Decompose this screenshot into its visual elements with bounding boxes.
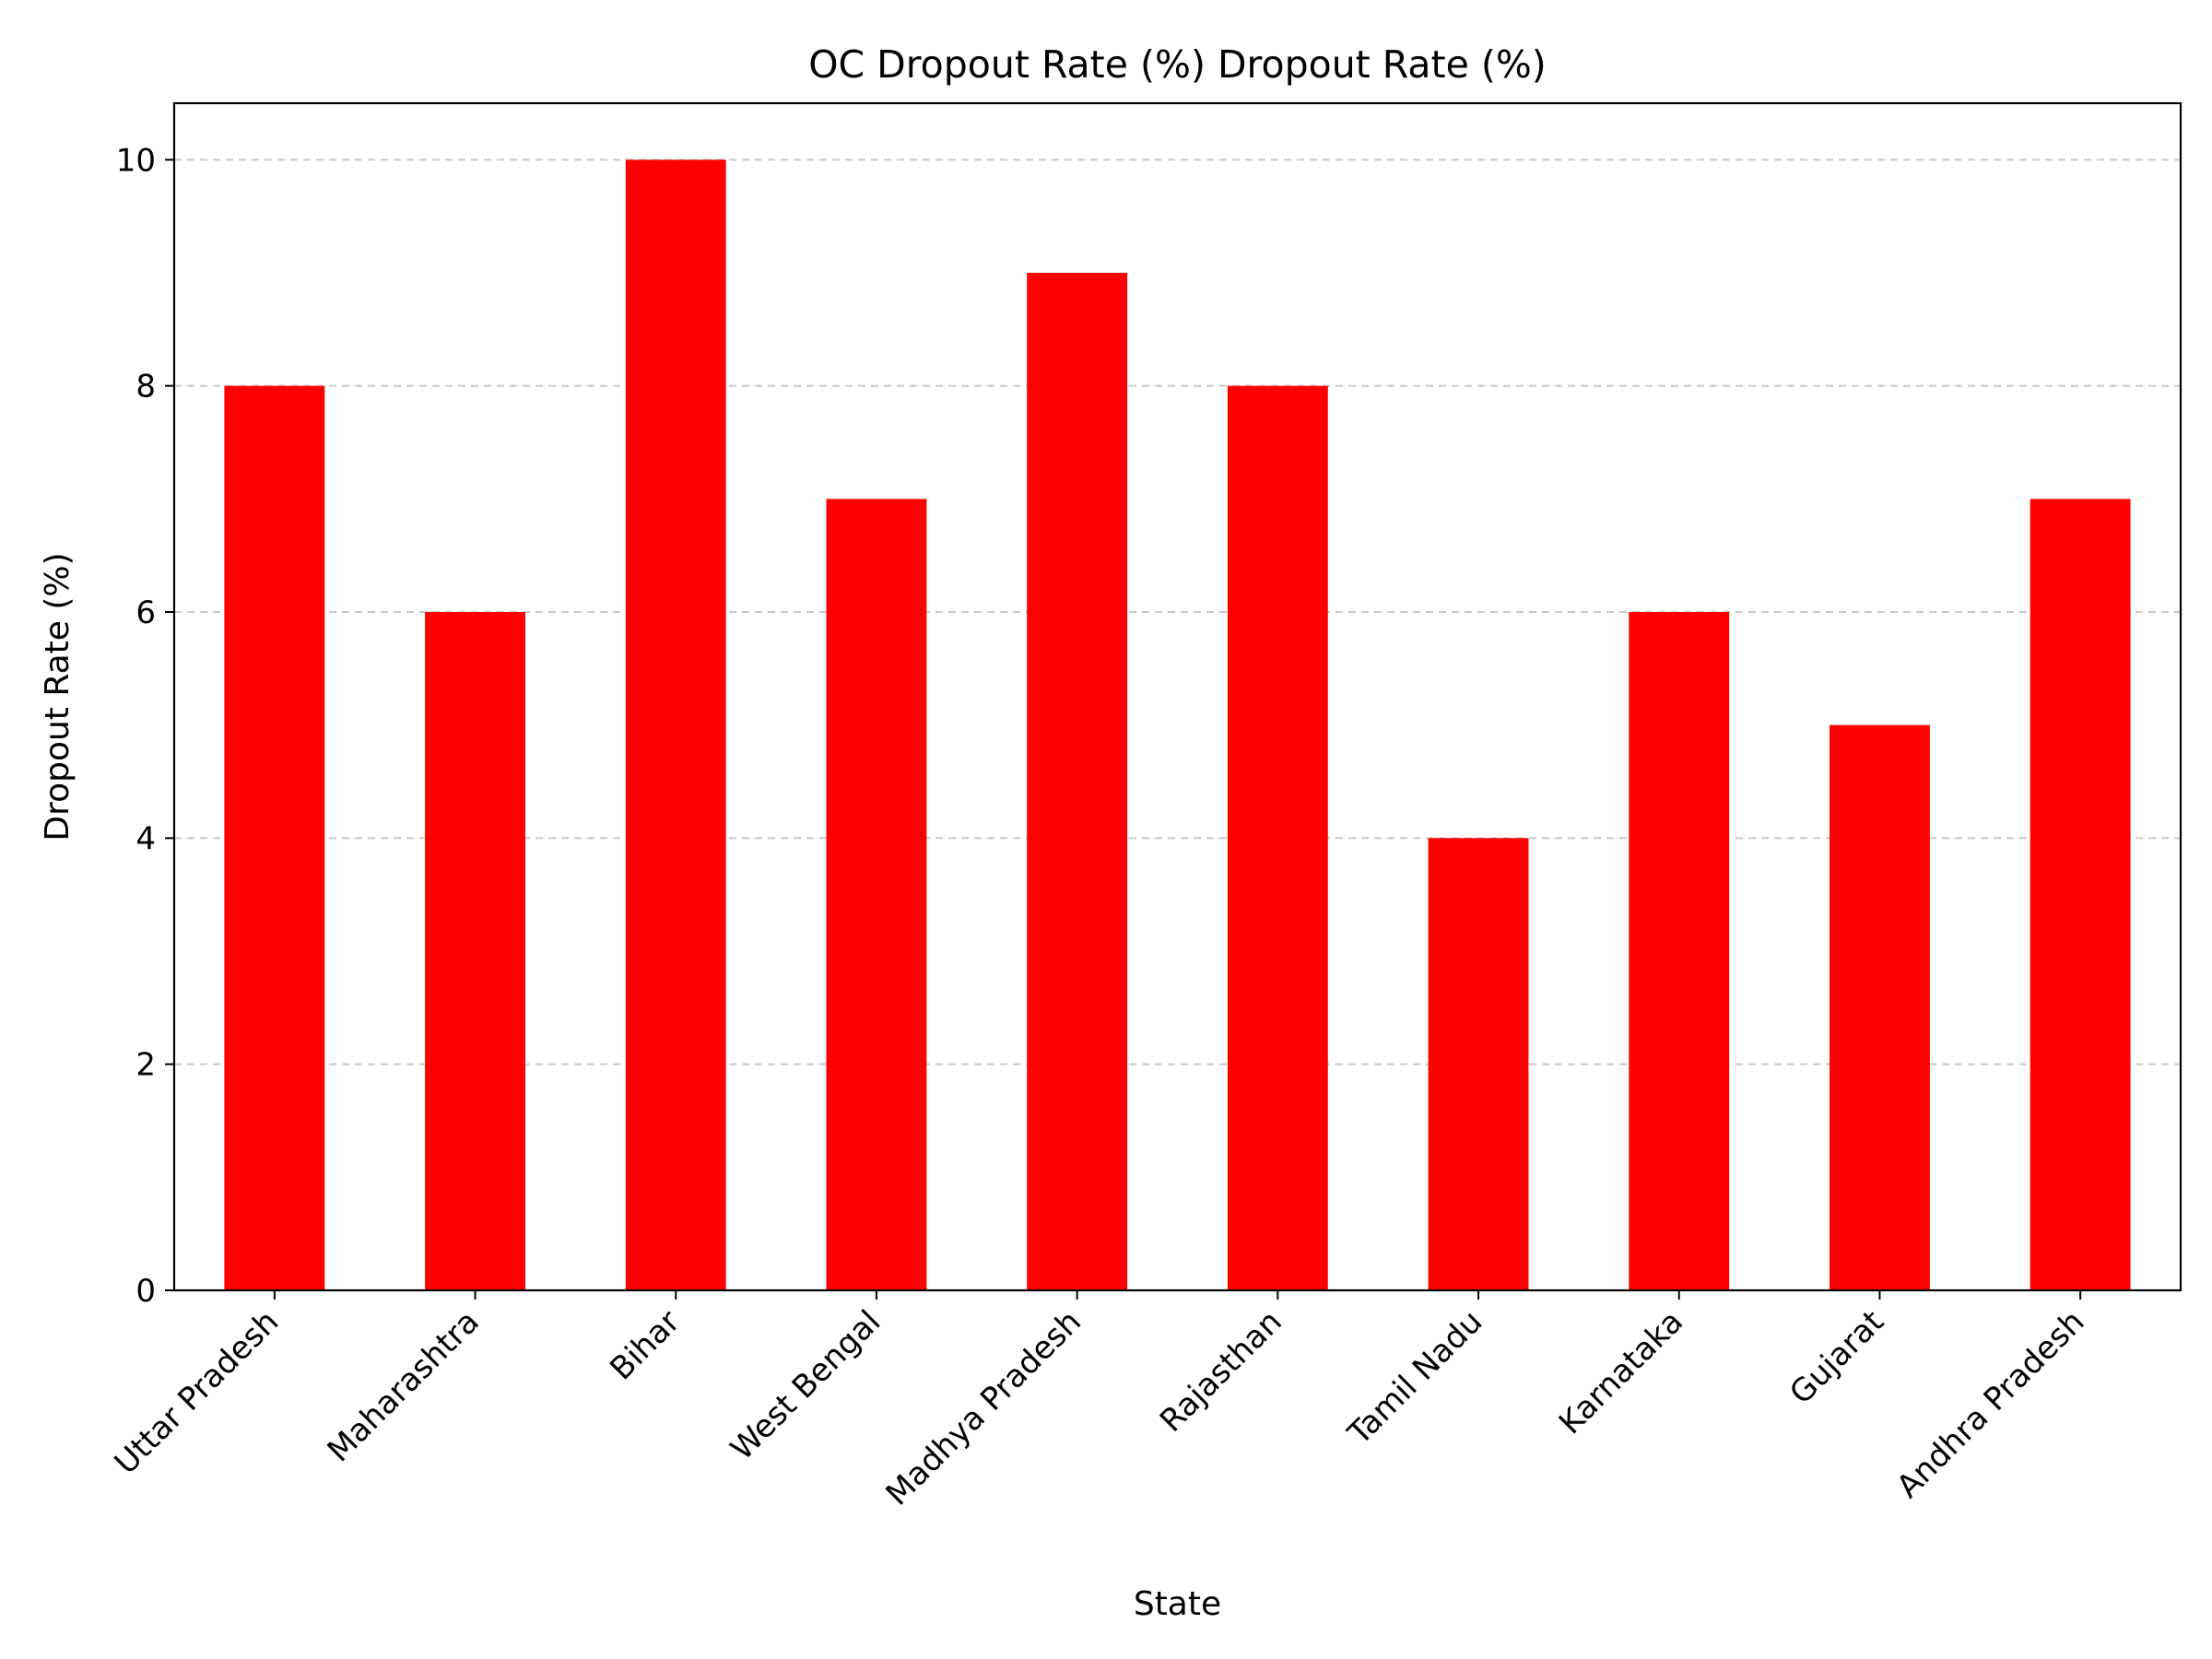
y-axis-ticks: 0 2 4 6 8 10 [116, 142, 174, 1310]
chart-title: OC Dropout Rate (%) Dropout Rate (%) [808, 42, 1547, 87]
bar-tamil-nadu [1428, 838, 1529, 1290]
bar-madhya-pradesh [1027, 273, 1128, 1290]
y-tick-label-0: 0 [135, 1273, 156, 1310]
bar-andhra-pradesh [2030, 499, 2131, 1290]
y-tick-label-4: 4 [135, 820, 156, 857]
x-tick-label: Uttar Pradesh [108, 1303, 287, 1482]
x-tick-label: Karnataka [1552, 1303, 1690, 1441]
bar-gujarat [1830, 724, 1930, 1290]
y-axis-label: Dropout Rate (%) [39, 552, 76, 841]
bar-karnataka [1629, 612, 1730, 1290]
bar-uttar-pradesh [224, 385, 325, 1291]
y-tick-label-8: 8 [135, 369, 156, 406]
x-tick-label: Andhra Pradesh [1889, 1303, 2091, 1505]
x-tick-label: Maharashtra [321, 1303, 487, 1469]
bar-maharashtra [425, 612, 525, 1290]
bar-west-bengal [826, 499, 927, 1290]
y-tick-label-10: 10 [116, 142, 156, 179]
x-tick-label: Rajasthan [1153, 1303, 1289, 1440]
x-tick-label: Gujarat [1783, 1303, 1891, 1412]
x-tick-label: West Bengal [724, 1303, 888, 1467]
bars [224, 159, 2131, 1291]
x-axis-ticks: Uttar Pradesh Maharashtra Bihar West Bengal… [108, 1290, 2092, 1512]
y-tick-label-6: 6 [135, 594, 156, 631]
plot-frame [172, 101, 2183, 1292]
x-tick-label: Tamil Nadu [1340, 1303, 1489, 1453]
x-axis-label: State [1134, 1585, 1221, 1623]
y-tick-label-2: 2 [135, 1047, 156, 1084]
bar-bihar [625, 159, 726, 1290]
x-tick-label: Bihar [603, 1303, 687, 1387]
x-tick-label: Madhya Pradesh [879, 1303, 1088, 1512]
bar-rajasthan [1227, 385, 1328, 1291]
